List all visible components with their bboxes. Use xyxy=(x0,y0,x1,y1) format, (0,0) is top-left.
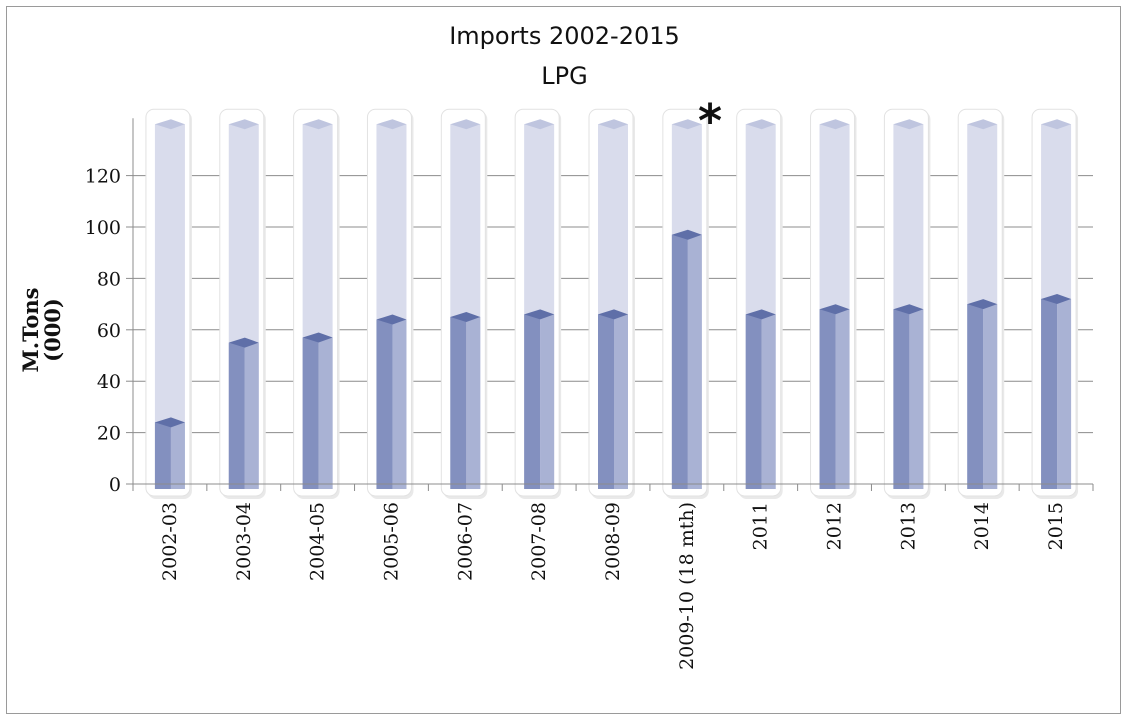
bar-track-top xyxy=(450,119,481,130)
bar-top xyxy=(745,309,776,320)
bar-front xyxy=(819,309,836,489)
y-tick-label: 40 xyxy=(97,371,121,393)
bar-top xyxy=(302,332,333,343)
bar-track-top xyxy=(671,119,702,130)
bar-front xyxy=(450,316,467,489)
bar-top xyxy=(671,229,702,240)
bar-side xyxy=(687,234,702,489)
bar-front xyxy=(228,342,245,489)
bar-top xyxy=(450,311,481,322)
bar-side xyxy=(318,337,333,489)
y-tick-label: 20 xyxy=(97,423,121,445)
x-tick-label: 2008-09 xyxy=(602,502,624,581)
x-tick-label: 2002-03 xyxy=(159,502,181,581)
x-tick-label: 2004-05 xyxy=(307,502,329,581)
bar-front xyxy=(376,319,393,489)
bar-top xyxy=(154,417,185,428)
bar-track-top xyxy=(967,119,998,130)
bar-front xyxy=(745,314,762,489)
bar-front xyxy=(524,314,541,489)
bar-side xyxy=(909,309,924,489)
bar-side xyxy=(244,342,259,489)
bar-track-top xyxy=(376,119,407,130)
bar-track-top xyxy=(154,119,185,130)
bar-track-top xyxy=(745,119,776,130)
bar-track-top xyxy=(598,119,628,130)
y-axis-label: M.Tons xyxy=(18,288,43,373)
bar-side xyxy=(466,316,481,489)
bar-front xyxy=(967,304,984,489)
x-tick-label: 2012 xyxy=(824,502,846,550)
bar-track-top xyxy=(524,119,555,130)
bar-side xyxy=(614,314,628,489)
bar-top xyxy=(967,299,998,310)
y-tick-label: 60 xyxy=(97,320,121,342)
bar-side xyxy=(761,314,776,489)
x-tick-label: 2006-07 xyxy=(454,502,476,581)
bar-top xyxy=(819,304,850,315)
y-tick-label: 120 xyxy=(85,166,121,188)
bar-side xyxy=(835,309,850,489)
bar-top xyxy=(893,304,924,315)
bar-side xyxy=(170,422,185,489)
bar-top xyxy=(598,309,628,320)
bar-side xyxy=(983,304,998,489)
bar-track-top xyxy=(893,119,924,130)
bar-front xyxy=(1041,298,1058,489)
bar-side xyxy=(392,319,407,489)
y-tick-label: 0 xyxy=(109,474,121,496)
chart-subtitle: LPG xyxy=(541,62,588,90)
bar-front xyxy=(302,337,319,489)
annotation-asterisk: * xyxy=(698,94,723,148)
bar-front xyxy=(893,309,910,489)
x-tick-label: 2007-08 xyxy=(528,502,550,581)
bar-track-top xyxy=(228,119,259,130)
bar-front xyxy=(154,422,171,489)
bar-top xyxy=(228,337,259,348)
bar-top xyxy=(524,309,555,320)
x-tick-label: 2011 xyxy=(750,502,772,550)
x-tick-label: 2014 xyxy=(971,502,993,550)
x-tick-label: 2003-04 xyxy=(233,502,255,581)
bar-top xyxy=(376,314,407,325)
y-axis-label: (000) xyxy=(40,298,65,362)
x-tick-label: 2005-06 xyxy=(380,502,402,581)
y-tick-label: 100 xyxy=(85,217,121,239)
bar-track-top xyxy=(302,119,333,130)
bar-track-top xyxy=(819,119,850,130)
x-tick-label: 2009-10 (18 mth) xyxy=(676,502,698,670)
bar-track-top xyxy=(1041,119,1072,130)
bar-side xyxy=(540,314,555,489)
bar-top xyxy=(1041,293,1072,304)
y-tick-label: 80 xyxy=(97,268,121,290)
x-tick-label: 2015 xyxy=(1045,502,1067,550)
bar-side xyxy=(1057,298,1072,489)
bar-front xyxy=(598,314,614,489)
chart-title: Imports 2002-2015 xyxy=(449,22,680,50)
x-tick-label: 2013 xyxy=(897,502,919,550)
bar-front xyxy=(671,234,688,489)
